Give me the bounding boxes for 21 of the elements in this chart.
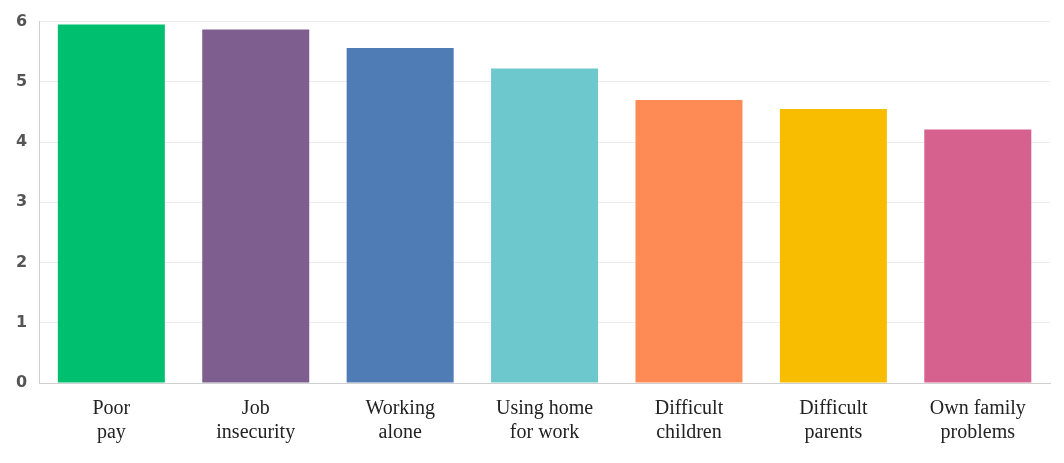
bar: [202, 29, 310, 383]
x-tick-label: Using home for work: [495, 396, 594, 443]
x-tick-label: Job insecurity: [216, 396, 296, 444]
y-tick-label: 3: [15, 191, 28, 211]
y-tick-label: 2: [15, 251, 28, 271]
bar: [779, 108, 887, 383]
bar: [57, 24, 165, 383]
x-tick-label: Working alone: [365, 396, 435, 443]
y-tick-label: 0: [15, 372, 28, 392]
bar: [924, 129, 1032, 383]
x-tick-label: Difficult children: [654, 396, 724, 443]
bar: [346, 48, 454, 383]
y-tick-label: 6: [15, 10, 28, 30]
x-tick-label: Difficult parents: [799, 396, 869, 444]
y-tick-label: 5: [15, 70, 28, 90]
x-tick-label: Poor pay: [92, 396, 131, 444]
x-tick-label: Own family problems: [929, 396, 1026, 444]
bar: [491, 68, 599, 383]
y-tick-label: 4: [15, 131, 28, 151]
y-tick-label: 1: [15, 311, 28, 331]
bar: [635, 99, 743, 383]
